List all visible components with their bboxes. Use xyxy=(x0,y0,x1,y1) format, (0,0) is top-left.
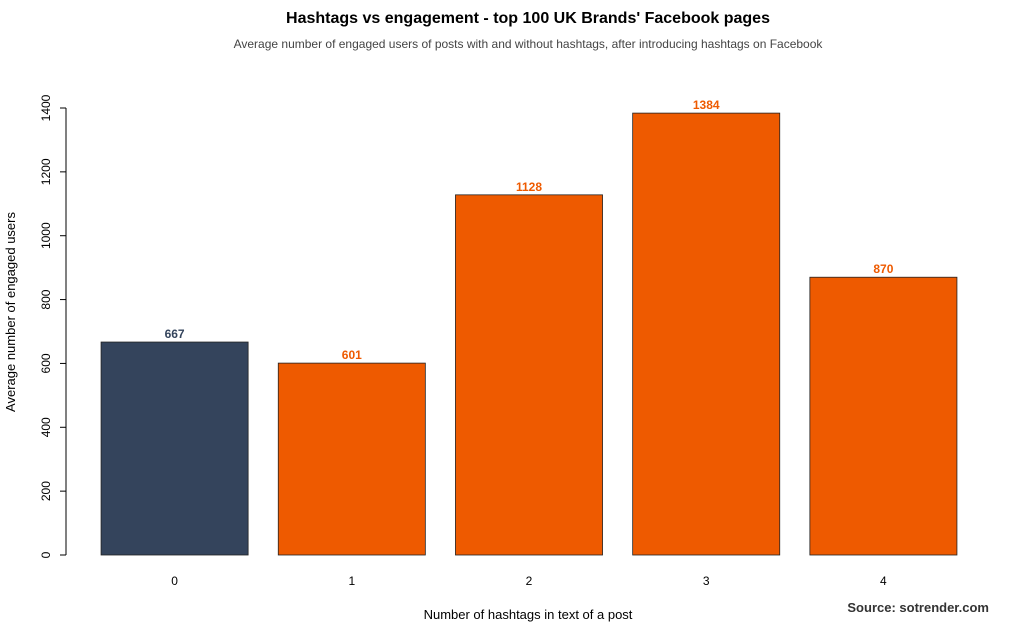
bar-3[interactable] xyxy=(632,112,781,556)
bar-value-label: 1384 xyxy=(693,98,720,112)
x-tick-label: 1 xyxy=(348,574,355,588)
bar-value-label: 870 xyxy=(873,262,893,276)
bar-4[interactable] xyxy=(809,276,958,556)
bars: 667 601 1128 1384 870 xyxy=(100,98,958,556)
y-axis-title: Average number of engaged users xyxy=(3,212,18,412)
bar-value-label: 1128 xyxy=(516,180,542,194)
x-axis-title: Number of hashtags in text of a post xyxy=(423,607,633,622)
bar-value-label: 667 xyxy=(165,327,185,341)
bar-1[interactable] xyxy=(277,362,426,556)
y-tick-label: 0 xyxy=(39,551,53,558)
bar-0[interactable] xyxy=(100,341,249,556)
y-tick-label: 400 xyxy=(39,417,53,437)
y-tick-label: 1200 xyxy=(39,158,53,185)
y-axis: 0 200 400 600 800 1000 1200 1400 xyxy=(39,94,67,558)
bar-2[interactable] xyxy=(455,194,603,556)
y-tick-label: 1000 xyxy=(39,222,53,249)
x-tick-label: 4 xyxy=(880,574,887,588)
bar-value-label: 601 xyxy=(342,348,362,362)
x-axis: 0 1 2 3 4 xyxy=(171,574,887,588)
source-note: Source: sotrender.com xyxy=(847,600,989,615)
y-tick-label: 1400 xyxy=(39,94,53,121)
y-tick-label: 600 xyxy=(39,353,53,373)
chart-subtitle: Average number of engaged users of posts… xyxy=(233,37,823,51)
chart-title: Hashtags vs engagement - top 100 UK Bran… xyxy=(286,10,770,27)
x-tick-label: 3 xyxy=(703,574,710,588)
y-tick-label: 200 xyxy=(39,481,53,501)
x-tick-label: 2 xyxy=(526,574,533,588)
x-tick-label: 0 xyxy=(171,574,178,588)
y-tick-label: 800 xyxy=(39,289,53,309)
